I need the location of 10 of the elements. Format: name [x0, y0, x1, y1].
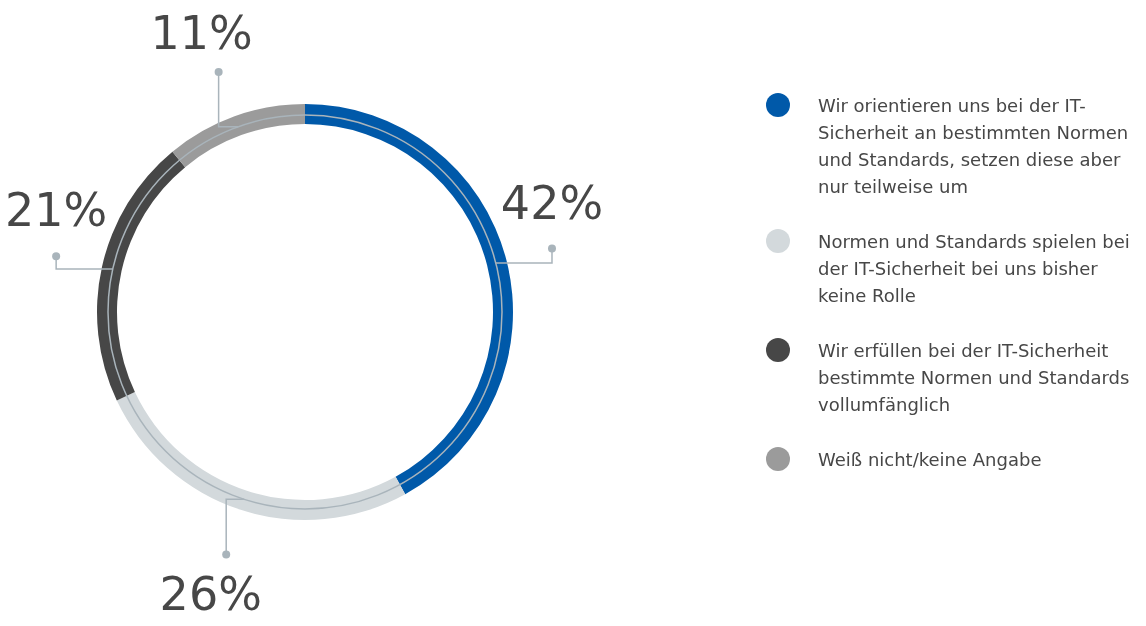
legend-label: Wir orientieren uns bei der IT-Sicherheit an bestimmten Normen und Standards, setzen diese aber nur teilweise um — [818, 94, 1129, 197]
donut-slice — [116, 392, 406, 520]
data-label: 11% — [150, 6, 253, 61]
legend-label: Normen und Standards spielen bei der IT-Sicherheit bei uns bisher keine Rolle — [818, 230, 1130, 306]
data-label: 26% — [159, 566, 262, 621]
data-label: 42% — [500, 175, 604, 230]
donut-slice — [172, 104, 305, 168]
legend-label: Wir erfüllen bei der IT-Sicherheit bestimmte Normen und Standards vollumfänglich — [818, 339, 1130, 415]
data-label: 21% — [5, 183, 108, 238]
legend-label: Weiß nicht/keine Angabe — [818, 448, 1042, 470]
